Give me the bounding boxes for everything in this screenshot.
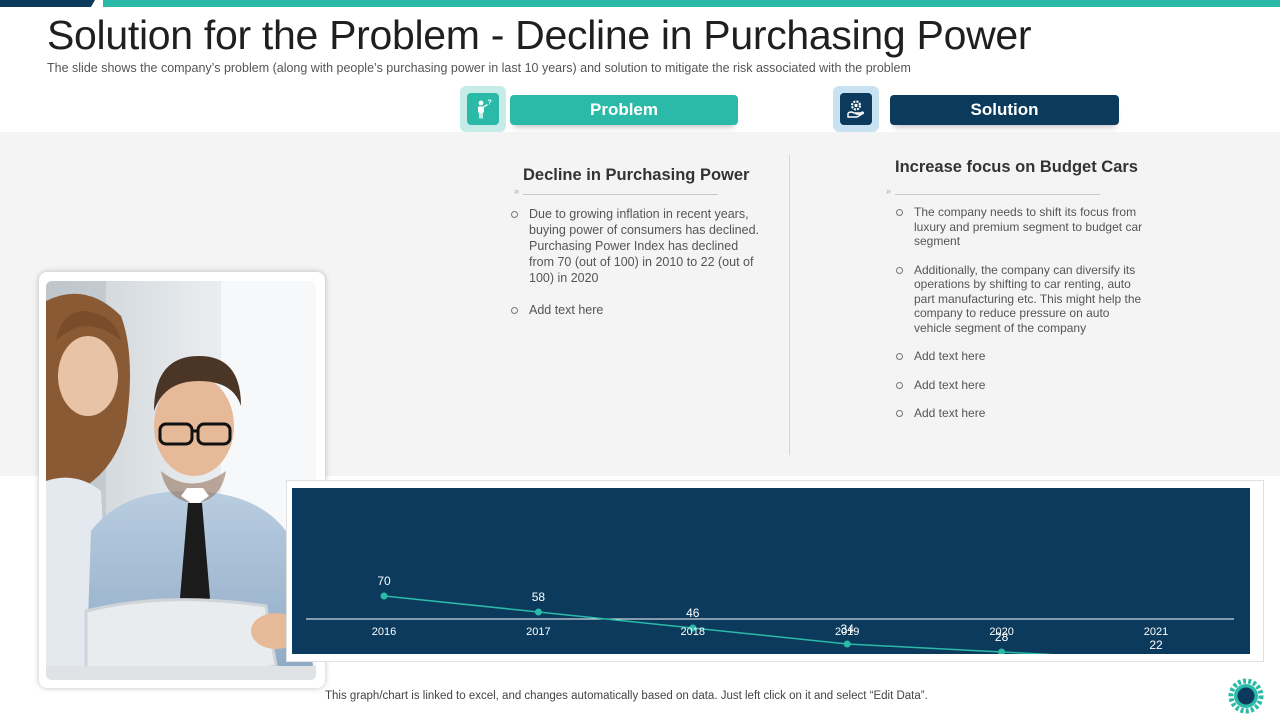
x-tick-label: 2018	[681, 626, 705, 638]
problem-icon-box: ?	[460, 86, 506, 132]
data-label: 34	[841, 622, 855, 636]
problem-rule	[523, 194, 718, 195]
data-point	[998, 648, 1006, 654]
gear-logo-icon	[1228, 678, 1264, 714]
x-tick-label: 2019	[835, 626, 859, 638]
list-item: Add text here	[896, 406, 1146, 421]
business-people-photo	[46, 281, 316, 680]
data-label: 46	[686, 606, 700, 620]
x-tick-label: 2016	[372, 626, 396, 638]
purchasing-power-line-chart[interactable]: 70 2016 58 2017 46 2018 34 2019 28 2020 22 2021	[292, 488, 1250, 654]
chart-footnote: This graph/chart is linked to excel, and…	[325, 690, 928, 702]
top-accent-strip	[0, 0, 1280, 7]
hand-gear-icon	[847, 100, 865, 118]
solution-heading: Increase focus on Budget Cars	[895, 158, 1138, 176]
problem-heading: Decline in Purchasing Power	[523, 166, 750, 184]
list-item: Add text here	[511, 302, 766, 318]
chevron-double-icon: »	[514, 186, 520, 196]
list-item: Additionally, the company can diversify …	[896, 263, 1146, 336]
page-subtitle: The slide shows the company’s problem (a…	[47, 61, 911, 75]
data-label: 58	[532, 590, 546, 604]
data-point	[689, 624, 697, 632]
data-label: 28	[995, 630, 1009, 644]
list-item: Due to growing inflation in recent years…	[511, 206, 766, 286]
data-point	[380, 592, 388, 600]
data-point	[534, 608, 542, 616]
solution-bullet-list: The company needs to shift its focus fro…	[896, 205, 1146, 435]
problem-bullet-list: Due to growing inflation in recent years…	[511, 206, 766, 334]
problem-header: Problem	[510, 95, 738, 125]
page-title: Solution for the Problem - Decline in Pu…	[47, 12, 1032, 58]
list-item: Add text here	[896, 349, 1146, 364]
x-tick-label: 2020	[989, 626, 1013, 638]
solution-rule	[895, 194, 1100, 195]
data-label: 70	[377, 574, 391, 588]
person-question-icon: ?	[478, 100, 492, 119]
list-item: The company needs to shift its focus fro…	[896, 205, 1146, 249]
list-item: Add text here	[896, 378, 1146, 393]
column-divider	[789, 155, 790, 455]
x-tick-label: 2017	[526, 626, 550, 638]
data-point	[843, 640, 851, 648]
solution-header: Solution	[890, 95, 1119, 125]
series-line	[383, 595, 1056, 654]
svg-text:?: ?	[488, 100, 492, 107]
data-label: 22	[1149, 638, 1163, 652]
x-tick-label: 2021	[1144, 626, 1168, 638]
chevron-double-icon: »	[886, 186, 892, 196]
solution-icon-box	[833, 86, 879, 132]
